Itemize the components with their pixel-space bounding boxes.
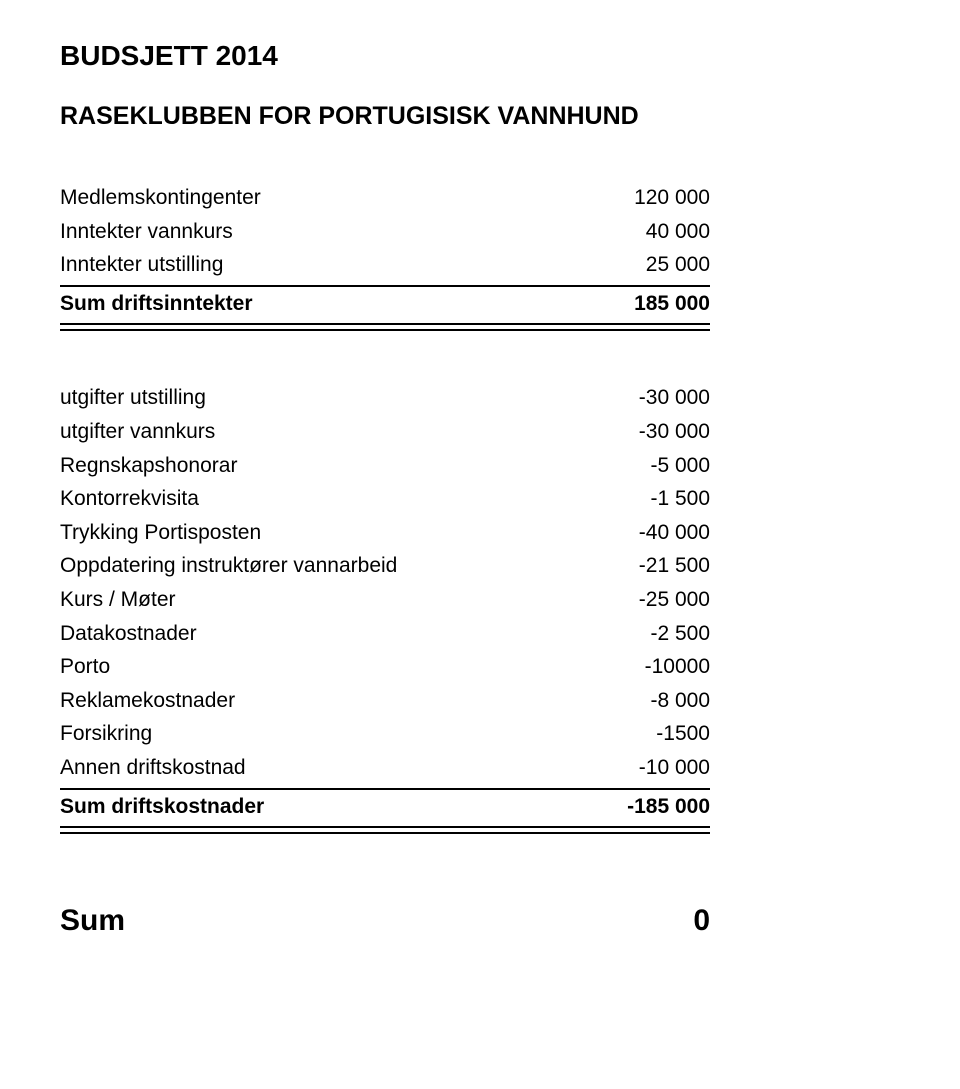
row-kurs-moter-label: Kurs / Møter bbox=[60, 583, 570, 617]
row-annen-driftskostnad-value: -10 000 bbox=[570, 751, 710, 785]
row-medlemskontingenter-value: 120 000 bbox=[570, 181, 710, 215]
row-annen-driftskostnad-label: Annen driftskostnad bbox=[60, 751, 570, 785]
row-annen-driftskostnad: Annen driftskostnad-10 000 bbox=[60, 751, 900, 785]
row-utgifter-utstilling-label: utgifter utstilling bbox=[60, 381, 570, 415]
row-forsikring-label: Forsikring bbox=[60, 717, 570, 751]
row-sum-driftsinntekter: Sum driftsinntekter 185 000 bbox=[60, 287, 900, 321]
row-reklamekostnader-value: -8 000 bbox=[570, 684, 710, 718]
expense-section: utgifter utstilling-30 000utgifter vannk… bbox=[60, 381, 900, 784]
row-porto-value: -10000 bbox=[570, 650, 710, 684]
total-sum-label: Sum bbox=[60, 904, 570, 938]
row-oppdatering-instruktorer-value: -21 500 bbox=[570, 549, 710, 583]
row-porto-label: Porto bbox=[60, 650, 570, 684]
divider-expense-double bbox=[60, 826, 710, 834]
row-inntekter-vannkurs-label: Inntekter vannkurs bbox=[60, 215, 570, 249]
row-datakostnader-value: -2 500 bbox=[570, 617, 710, 651]
row-datakostnader-label: Datakostnader bbox=[60, 617, 570, 651]
sum-expense-label: Sum driftskostnader bbox=[60, 790, 570, 824]
row-utgifter-vannkurs: utgifter vannkurs-30 000 bbox=[60, 415, 900, 449]
row-inntekter-vannkurs: Inntekter vannkurs40 000 bbox=[60, 215, 900, 249]
row-kurs-moter: Kurs / Møter-25 000 bbox=[60, 583, 900, 617]
row-regnskapshonorar-label: Regnskapshonorar bbox=[60, 449, 570, 483]
row-kurs-moter-value: -25 000 bbox=[570, 583, 710, 617]
row-kontorrekvisita-label: Kontorrekvisita bbox=[60, 482, 570, 516]
row-utgifter-utstilling: utgifter utstilling-30 000 bbox=[60, 381, 900, 415]
row-utgifter-vannkurs-value: -30 000 bbox=[570, 415, 710, 449]
row-trykking-portisposten: Trykking Portisposten-40 000 bbox=[60, 516, 900, 550]
row-trykking-portisposten-label: Trykking Portisposten bbox=[60, 516, 570, 550]
row-inntekter-utstilling-label: Inntekter utstilling bbox=[60, 248, 570, 282]
row-regnskapshonorar-value: -5 000 bbox=[570, 449, 710, 483]
sum-expense-value: -185 000 bbox=[570, 790, 710, 824]
row-reklamekostnader-label: Reklamekostnader bbox=[60, 684, 570, 718]
row-medlemskontingenter-label: Medlemskontingenter bbox=[60, 181, 570, 215]
row-inntekter-utstilling: Inntekter utstilling25 000 bbox=[60, 248, 900, 282]
page-title: BUDSJETT 2014 bbox=[60, 40, 900, 72]
row-reklamekostnader: Reklamekostnader-8 000 bbox=[60, 684, 900, 718]
row-regnskapshonorar: Regnskapshonorar-5 000 bbox=[60, 449, 900, 483]
row-forsikring-value: -1500 bbox=[570, 717, 710, 751]
row-oppdatering-instruktorer-label: Oppdatering instruktører vannarbeid bbox=[60, 549, 570, 583]
row-sum-driftskostnader: Sum driftskostnader -185 000 bbox=[60, 790, 900, 824]
row-trykking-portisposten-value: -40 000 bbox=[570, 516, 710, 550]
row-inntekter-vannkurs-value: 40 000 bbox=[570, 215, 710, 249]
sum-income-label: Sum driftsinntekter bbox=[60, 287, 570, 321]
row-inntekter-utstilling-value: 25 000 bbox=[570, 248, 710, 282]
row-datakostnader: Datakostnader-2 500 bbox=[60, 617, 900, 651]
row-porto: Porto-10000 bbox=[60, 650, 900, 684]
row-total-sum: Sum 0 bbox=[60, 904, 900, 938]
page-subtitle: RASEKLUBBEN FOR PORTUGISISK VANNHUND bbox=[60, 102, 900, 131]
divider-income-double bbox=[60, 323, 710, 331]
row-forsikring: Forsikring-1500 bbox=[60, 717, 900, 751]
total-sum-value: 0 bbox=[570, 904, 710, 938]
row-utgifter-utstilling-value: -30 000 bbox=[570, 381, 710, 415]
sum-income-value: 185 000 bbox=[570, 287, 710, 321]
page: BUDSJETT 2014 RASEKLUBBEN FOR PORTUGISIS… bbox=[0, 0, 960, 1089]
row-utgifter-vannkurs-label: utgifter vannkurs bbox=[60, 415, 570, 449]
income-section: Medlemskontingenter120 000Inntekter vann… bbox=[60, 181, 900, 282]
row-oppdatering-instruktorer: Oppdatering instruktører vannarbeid-21 5… bbox=[60, 549, 900, 583]
row-medlemskontingenter: Medlemskontingenter120 000 bbox=[60, 181, 900, 215]
row-kontorrekvisita-value: -1 500 bbox=[570, 482, 710, 516]
row-kontorrekvisita: Kontorrekvisita-1 500 bbox=[60, 482, 900, 516]
